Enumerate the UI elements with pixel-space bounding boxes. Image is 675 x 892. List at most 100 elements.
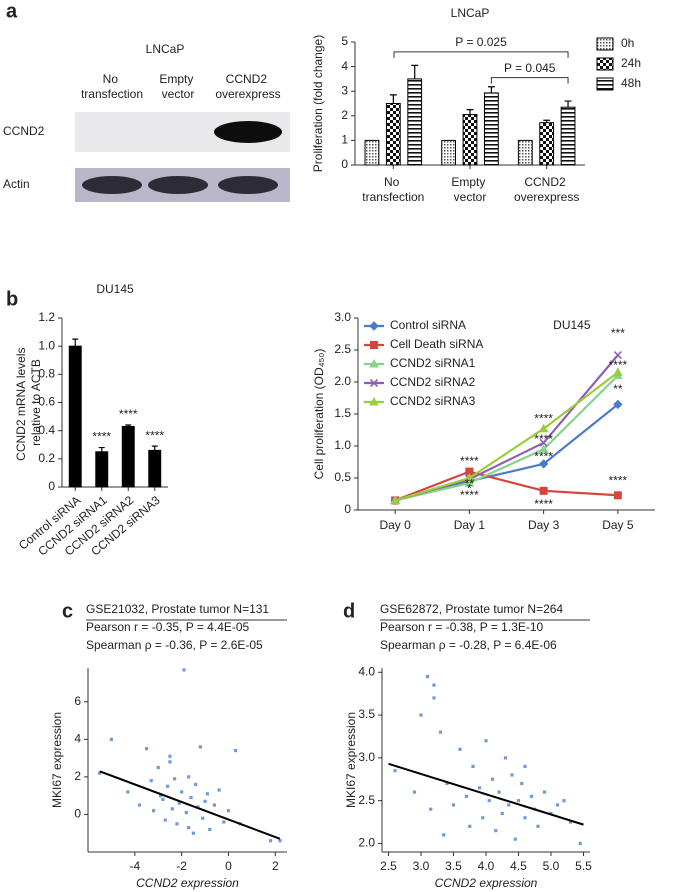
marker xyxy=(390,495,400,504)
y-tick-label: 1 xyxy=(341,133,348,147)
chart-title: LNCaP xyxy=(451,6,490,20)
point xyxy=(187,825,191,830)
x-axis-label: CCND2 expression xyxy=(136,876,239,890)
bar xyxy=(539,122,555,166)
stat-line: Spearman ρ = -0.36, P = 2.6E-05 xyxy=(86,638,263,652)
y-tick-label: 3.0 xyxy=(334,310,351,324)
point xyxy=(494,829,498,833)
point xyxy=(503,756,508,760)
marker xyxy=(613,367,623,376)
x-tick-label: 2 xyxy=(272,859,279,873)
legend-label: CCND2 siRNA2 xyxy=(390,375,476,389)
point xyxy=(529,794,534,798)
y-tick-label: 4 xyxy=(74,732,81,746)
marker xyxy=(370,341,378,349)
point xyxy=(438,730,443,734)
significance: ** xyxy=(613,382,623,396)
point xyxy=(507,803,511,807)
point xyxy=(481,816,485,820)
significance: **** xyxy=(609,358,628,372)
significance: **** xyxy=(534,432,553,446)
lane-label: Empty vector xyxy=(159,72,196,101)
x-tick-label: Day 0 xyxy=(379,518,411,532)
legend-label: 24h xyxy=(621,56,641,70)
point xyxy=(458,747,462,751)
row-label: CCND2 xyxy=(3,124,45,138)
band xyxy=(82,176,142,194)
x-tick-label: Day 3 xyxy=(528,518,560,532)
x-tick-label: CCND2 overexpress xyxy=(514,175,579,204)
point xyxy=(109,737,114,741)
significance: **** xyxy=(92,430,111,444)
y-axis-label: MKI67 expression xyxy=(50,712,64,808)
point xyxy=(233,749,238,753)
y-tick-label: 3 xyxy=(341,83,348,97)
y-tick-label: 0 xyxy=(74,807,81,821)
bar xyxy=(462,114,478,166)
bar xyxy=(517,139,533,166)
chart-title: DU145 xyxy=(553,318,591,332)
point xyxy=(198,745,202,749)
point xyxy=(217,788,221,792)
stat-line: Spearman ρ = -0.28, P = 6.4E-06 xyxy=(380,638,557,652)
lane-label: No transfection xyxy=(81,72,143,101)
marker xyxy=(464,472,475,482)
point xyxy=(520,781,524,786)
point xyxy=(523,816,527,820)
marker xyxy=(613,491,622,500)
marker xyxy=(538,459,549,469)
point xyxy=(137,803,142,807)
bar xyxy=(483,92,499,166)
point xyxy=(500,811,504,816)
bar xyxy=(148,449,162,488)
error-bar xyxy=(72,338,79,347)
x-tick-label: 5.5 xyxy=(575,859,592,873)
error-bar xyxy=(98,446,105,452)
point xyxy=(442,833,446,837)
y-axis-label: Cell proliferation (OD₄₅₀) xyxy=(312,349,326,480)
x-axis-label: CCND2 expression xyxy=(435,876,538,890)
bracket xyxy=(393,51,569,58)
error-bar xyxy=(564,100,572,108)
point xyxy=(425,674,430,679)
marker xyxy=(464,478,475,487)
y-tick-label: 2.5 xyxy=(358,793,375,807)
x-tick-label: Day 5 xyxy=(602,518,634,532)
point xyxy=(464,794,469,798)
point xyxy=(484,739,488,743)
legend-label: Cell Death siRNA xyxy=(390,337,483,351)
band xyxy=(218,176,278,194)
point xyxy=(523,764,527,769)
significance: **** xyxy=(460,454,479,468)
point xyxy=(471,764,475,769)
x-tick-label: -4 xyxy=(129,859,140,873)
significance: *** xyxy=(611,326,625,340)
point xyxy=(451,803,456,807)
point xyxy=(173,777,177,781)
point xyxy=(445,781,449,786)
significance: ** xyxy=(465,477,475,491)
significance: * xyxy=(467,482,472,496)
significance: **** xyxy=(119,407,138,421)
band xyxy=(148,176,208,194)
point xyxy=(412,790,417,794)
marker xyxy=(369,378,379,388)
bar xyxy=(407,78,423,166)
y-tick-label: 1.5 xyxy=(334,406,351,420)
bar xyxy=(385,103,401,166)
bracket xyxy=(490,77,569,84)
stat-line: Pearson r = -0.35, P = 4.4E-05 xyxy=(86,620,250,634)
panel-label: c xyxy=(62,600,73,622)
legend-swatch xyxy=(596,37,614,51)
legend-label: CCND2 siRNA3 xyxy=(390,394,476,408)
bar xyxy=(68,345,82,488)
y-tick-label: 1.2 xyxy=(38,310,55,324)
legend-swatch xyxy=(596,77,614,91)
y-tick-label: 3.5 xyxy=(358,707,375,721)
point xyxy=(168,760,172,764)
panel-label: d xyxy=(343,600,355,622)
point xyxy=(568,820,573,824)
bracket-label: P = 0.025 xyxy=(455,35,507,49)
legend-swatch xyxy=(596,57,614,71)
y-tick-label: 0 xyxy=(344,502,351,516)
